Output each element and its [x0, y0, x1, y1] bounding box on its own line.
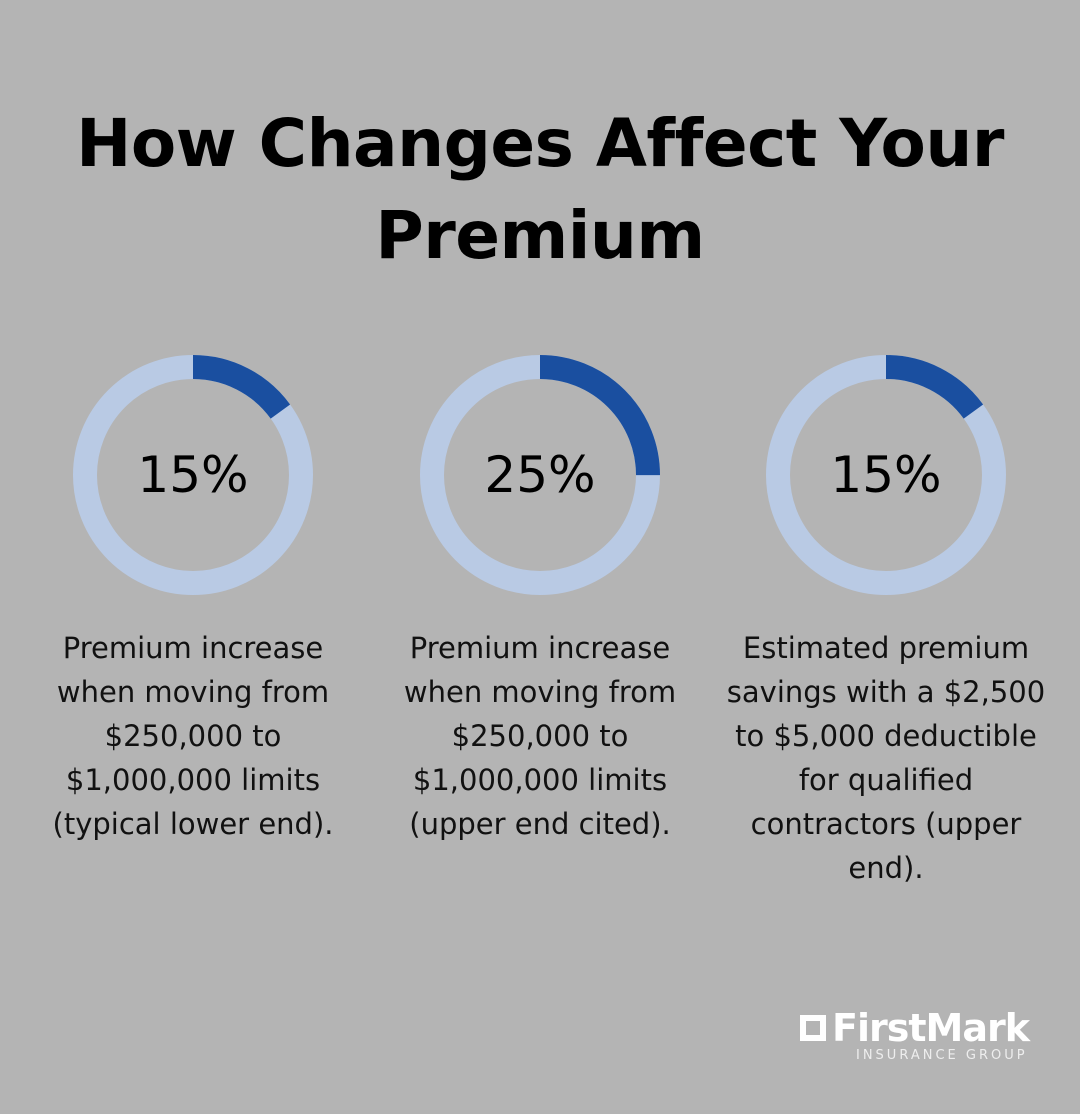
stat-card: 15% Estimated premium savings with a $2,…	[716, 350, 1056, 890]
logo-square-icon	[800, 1015, 826, 1041]
stat-card: 25% Premium increase when moving from $2…	[370, 350, 710, 846]
stat-card: 15% Premium increase when moving from $2…	[23, 350, 363, 846]
donut-chart: 15%	[761, 350, 1011, 600]
percent-value: 25%	[484, 446, 596, 504]
logo-name: FirstMark	[832, 1006, 1030, 1050]
donut-chart: 15%	[68, 350, 318, 600]
percent-value: 15%	[137, 446, 249, 504]
company-logo: FirstMark INSURANCE GROUP	[800, 1008, 1040, 1063]
percent-value: 15%	[830, 446, 942, 504]
donut-ring-icon	[420, 355, 660, 595]
stat-description: Estimated premium savings with a $2,500 …	[726, 631, 1046, 885]
stat-description: Premium increase when moving from $250,0…	[52, 631, 334, 841]
logo-tagline: INSURANCE GROUP	[856, 1048, 1028, 1063]
donut-ring-icon	[73, 355, 313, 595]
donut-chart: 25%	[415, 350, 665, 600]
page-title: How Changes Affect Your Premium	[76, 105, 1004, 274]
donut-ring-icon	[766, 355, 1006, 595]
stat-description: Premium increase when moving from $250,0…	[403, 631, 677, 841]
